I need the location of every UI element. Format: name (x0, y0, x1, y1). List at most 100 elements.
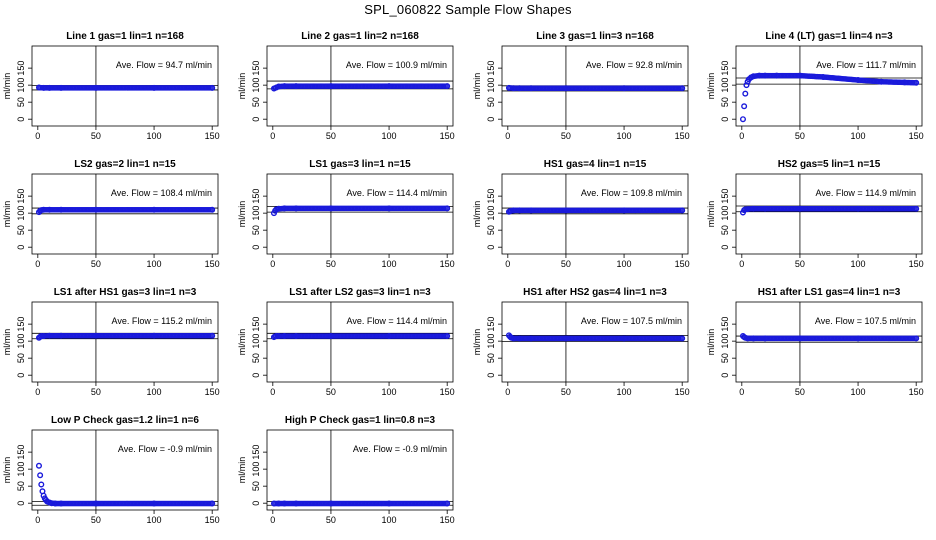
data-point (52, 500, 59, 507)
average-flow-label: Ave. Flow = 114.4 ml/min (347, 316, 447, 326)
panel-5: LS2 gas=2 lin=1 n=15 0 50 100 150 0 50 100 150 ml… (2, 159, 220, 269)
data-point (275, 205, 282, 212)
data-point (40, 206, 47, 213)
data-point (621, 85, 628, 92)
data-point (37, 472, 44, 479)
y-tick-label: 50 (16, 481, 26, 491)
y-tick-label: 150 (720, 189, 730, 204)
data-point (92, 84, 99, 91)
y-tick-label: 0 (720, 117, 730, 122)
data-point (58, 500, 65, 507)
data-point (562, 207, 569, 214)
data-point (762, 72, 769, 79)
x-tick-label: 100 (851, 387, 866, 397)
data-series (270, 500, 451, 507)
y-tick-label: 100 (16, 334, 26, 349)
y-axis-label: ml/min (2, 201, 12, 228)
x-tick-label: 50 (326, 131, 336, 141)
data-point (820, 73, 827, 80)
y-tick-label: 100 (251, 78, 261, 93)
y-tick-label: 100 (486, 78, 496, 93)
data-point (516, 207, 523, 214)
data-point (275, 83, 282, 90)
panel-2: Line 2 gas=1 lin=2 n=168 0 50 100 150 0 50 100 1… (237, 31, 455, 141)
panel-6: LS1 gas=3 lin=1 n=15 0 50 100 150 0 50 100 150 ml… (237, 159, 455, 269)
data-point (209, 500, 216, 507)
y-tick-label: 100 (720, 78, 730, 93)
data-point (679, 85, 686, 92)
y-tick-label: 150 (486, 61, 496, 76)
data-point (151, 500, 158, 507)
data-point (281, 500, 288, 507)
y-tick-label: 150 (720, 61, 730, 76)
y-tick-label: 0 (486, 117, 496, 122)
data-point (48, 500, 55, 507)
y-tick-label: 100 (16, 206, 26, 221)
x-tick-label: 50 (326, 259, 336, 269)
data-point (773, 72, 780, 79)
data-point (58, 84, 65, 91)
y-tick-label: 50 (251, 353, 261, 363)
data-point (58, 206, 65, 213)
data-point (878, 78, 885, 85)
average-flow-label: Ave. Flow = 100.9 ml/min (346, 60, 447, 70)
y-tick-label: 0 (486, 373, 496, 378)
x-tick-label: 100 (617, 387, 632, 397)
x-tick-label: 50 (561, 131, 571, 141)
data-point (46, 206, 53, 213)
data-series (505, 84, 686, 92)
data-series (505, 207, 686, 215)
panel-title: High P Check gas=1 lin=0.8 n=3 (285, 415, 436, 426)
data-point (679, 335, 686, 342)
panel-title: Line 2 gas=1 lin=2 n=168 (301, 31, 419, 42)
x-tick-label: 0 (35, 515, 40, 525)
data-point (744, 335, 751, 342)
average-flow-label: Ave. Flow = 94.7 ml/min (116, 60, 212, 70)
y-tick-label: 0 (16, 245, 26, 250)
x-tick-label: 100 (147, 387, 162, 397)
data-point (386, 205, 393, 212)
x-tick-label: 50 (91, 131, 101, 141)
average-flow-label: Ave. Flow = 92.8 ml/min (586, 60, 682, 70)
data-point (621, 207, 628, 214)
x-tick-label: 100 (851, 259, 866, 269)
panel-8: HS2 gas=5 lin=1 n=15 0 50 100 150 0 50 100 150 ml… (706, 159, 924, 269)
x-tick-label: 150 (909, 259, 924, 269)
y-tick-label: 100 (16, 462, 26, 477)
panel-7: HS1 gas=4 lin=1 n=15 0 50 100 150 0 50 100 150 ml… (472, 159, 690, 269)
data-series (739, 72, 920, 123)
data-point (38, 333, 45, 340)
y-tick-label: 0 (720, 245, 730, 250)
data-series (35, 462, 216, 507)
panel-13: Low P Check gas=1.2 lin=1 n=6 0 50 100 150 0 5… (2, 415, 220, 525)
panel-9: LS1 after HS1 gas=3 lin=1 n=3 0 50 100 150 0 5… (2, 287, 220, 397)
y-tick-label: 50 (720, 353, 730, 363)
data-point (293, 500, 300, 507)
y-tick-label: 50 (251, 481, 261, 491)
panel-title: HS1 gas=4 lin=1 n=15 (544, 159, 647, 170)
x-tick-label: 0 (35, 259, 40, 269)
data-point (386, 333, 393, 340)
y-tick-label: 0 (251, 373, 261, 378)
data-point (762, 205, 769, 212)
x-tick-label: 50 (561, 387, 571, 397)
y-axis-label: ml/min (472, 329, 482, 356)
data-point (327, 205, 334, 212)
plot-frame (266, 173, 454, 255)
y-axis-label: ml/min (2, 329, 12, 356)
x-tick-label: 50 (91, 259, 101, 269)
x-tick-label: 0 (739, 387, 744, 397)
y-axis-label: ml/min (472, 73, 482, 100)
data-series (270, 83, 451, 92)
y-tick-label: 0 (16, 501, 26, 506)
average-flow-label: Ave. Flow = 107.5 ml/min (815, 316, 916, 326)
x-tick-label: 150 (440, 387, 455, 397)
panel-3: Line 3 gas=1 lin=3 n=168 0 50 100 150 0 50 100 1… (472, 31, 690, 141)
data-point (743, 82, 750, 89)
data-point (562, 335, 569, 342)
x-tick-label: 0 (739, 131, 744, 141)
x-tick-label: 0 (739, 259, 744, 269)
y-tick-label: 150 (486, 317, 496, 332)
data-point (92, 500, 99, 507)
x-tick-label: 150 (205, 387, 220, 397)
